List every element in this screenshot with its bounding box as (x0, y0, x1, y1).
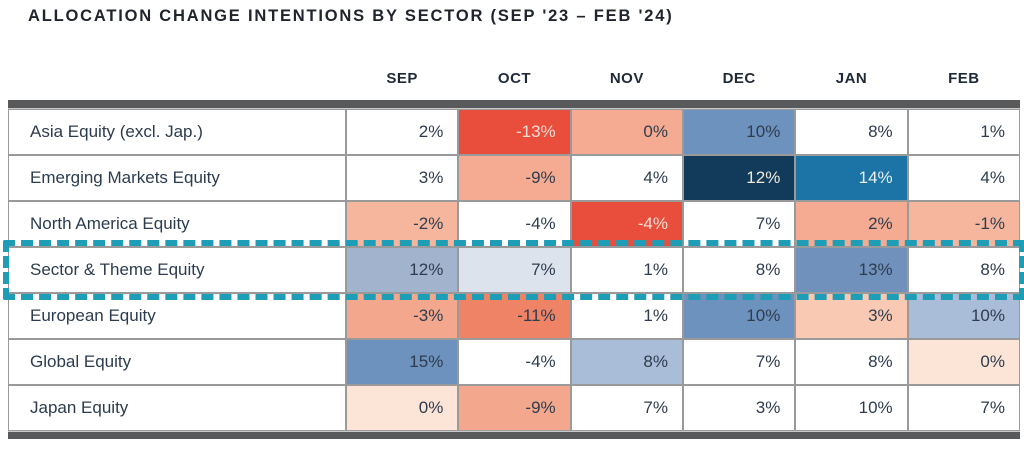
heatmap-cell: 4% (570, 155, 683, 201)
heatmap-cell: -4% (458, 339, 571, 385)
table-rows: Asia Equity (excl. Jap.) 2% -13% 0% 10% 8% 1% E… (8, 109, 1020, 431)
table-row: Japan Equity 0% -9% 7% 3% 10% 7% (8, 385, 1020, 431)
heatmap-table-body: Asia Equity (excl. Jap.) 2% -13% 0% 10% 8% 1% E… (3, 100, 1024, 439)
heatmap-cell: 8% (907, 247, 1020, 293)
heatmap-cell: 10% (907, 293, 1020, 339)
heatmap-cell: -9% (458, 385, 571, 431)
row-label: Asia Equity (excl. Jap.) (8, 109, 346, 155)
table-row: Global Equity 15% -4% 8% 7% 8% 0% (8, 339, 1020, 385)
column-header-nov: NOV (609, 69, 644, 87)
heatmap-cell: -2% (346, 201, 459, 247)
allocation-table: SEP OCT NOV DEC JAN FEB Asia Equity (exc… (3, 66, 1024, 439)
heatmap-cell: 3% (795, 293, 908, 339)
heatmap-cell: 7% (907, 385, 1020, 431)
heatmap-cell: 8% (795, 109, 908, 155)
heatmap-cell: -13% (458, 109, 571, 155)
table-top-frame-bar (8, 100, 1020, 109)
heatmap-cell: 8% (570, 339, 683, 385)
heatmap-cell: 1% (570, 247, 683, 293)
column-header-dec: DEC (722, 69, 756, 87)
heatmap-cell: 10% (795, 385, 908, 431)
heatmap-cell: 4% (907, 155, 1020, 201)
heatmap-cell: -9% (458, 155, 571, 201)
column-header-jan: JAN (835, 69, 868, 87)
column-header-feb: FEB (948, 69, 980, 87)
row-label: European Equity (8, 293, 346, 339)
heatmap-cell: -1% (907, 201, 1020, 247)
heatmap-cell: 10% (683, 109, 796, 155)
heatmap-cell: 10% (683, 293, 796, 339)
heatmap-cell: 2% (795, 201, 908, 247)
heatmap-cell: 14% (795, 155, 908, 201)
heatmap-cell: -4% (570, 201, 683, 247)
heatmap-cell: 13% (795, 247, 908, 293)
column-header-oct: OCT (497, 69, 532, 87)
heatmap-cell: -11% (458, 293, 571, 339)
column-header-sep: SEP (386, 69, 418, 87)
heatmap-cell: -3% (346, 293, 459, 339)
heatmap-cell: -4% (458, 201, 571, 247)
heatmap-cell: 8% (683, 247, 796, 293)
heatmap-cell: 8% (795, 339, 908, 385)
table-row: North America Equity -2% -4% -4% 7% 2% -1% (8, 201, 1020, 247)
table-row: Emerging Markets Equity 3% -9% 4% 12% 14% 4% (8, 155, 1020, 201)
heatmap-cell: 12% (346, 247, 459, 293)
heatmap-cell: 1% (570, 293, 683, 339)
heatmap-cell: 0% (570, 109, 683, 155)
heatmap-cell: 3% (683, 385, 796, 431)
heatmap-cell: 15% (346, 339, 459, 385)
row-label: North America Equity (8, 201, 346, 247)
table-row: Asia Equity (excl. Jap.) 2% -13% 0% 10% 8% 1% (8, 109, 1020, 155)
heatmap-cell: 0% (346, 385, 459, 431)
heatmap-cell: 0% (907, 339, 1020, 385)
report-figure: ALLOCATION CHANGE INTENTIONS BY SECTOR (… (0, 7, 1024, 439)
heatmap-cell: 2% (346, 109, 459, 155)
table-bottom-frame-bar (8, 431, 1020, 439)
heatmap-cell: 7% (683, 201, 796, 247)
heatmap-cell: 7% (458, 247, 571, 293)
heatmap-cell: 7% (570, 385, 683, 431)
row-label: Sector & Theme Equity (8, 247, 346, 293)
heatmap-cell: 3% (346, 155, 459, 201)
column-headers: SEP OCT NOV DEC JAN FEB (346, 66, 1020, 90)
table-row: Sector & Theme Equity 12% 7% 1% 8% 13% 8% (8, 247, 1020, 293)
table-row: European Equity -3% -11% 1% 10% 3% 10% (8, 293, 1020, 339)
row-label: Japan Equity (8, 385, 346, 431)
heatmap-cell: 7% (683, 339, 796, 385)
heatmap-cell: 12% (683, 155, 796, 201)
heatmap-cell: 1% (907, 109, 1020, 155)
row-label: Global Equity (8, 339, 346, 385)
page-title: ALLOCATION CHANGE INTENTIONS BY SECTOR (… (28, 7, 674, 25)
row-label: Emerging Markets Equity (8, 155, 346, 201)
